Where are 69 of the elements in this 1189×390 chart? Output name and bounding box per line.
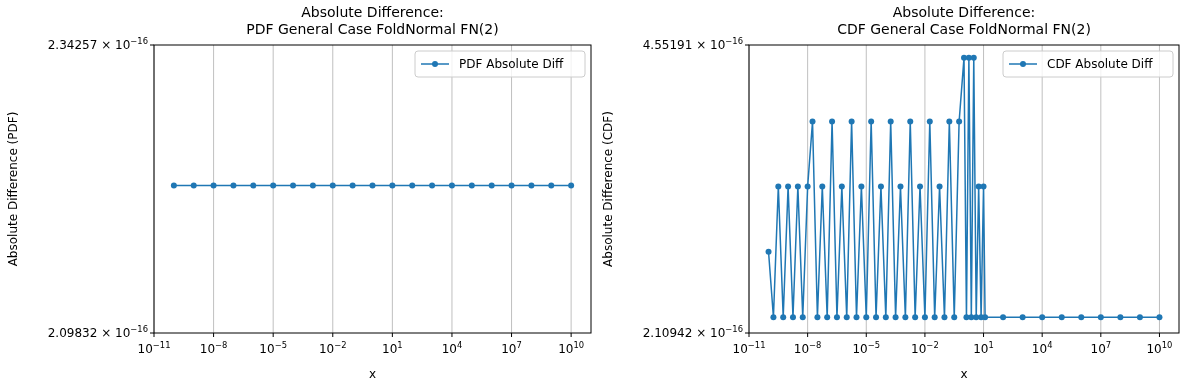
x-tick-label: 10$^{7}$ bbox=[1090, 340, 1112, 356]
point bbox=[931, 314, 938, 321]
x-tick-label: 10$^{10}$ bbox=[1146, 340, 1173, 356]
x-axis-title: x bbox=[368, 367, 377, 381]
x-tick-label: 10$^{−2}$ bbox=[318, 340, 347, 356]
point bbox=[809, 118, 816, 125]
x-tick-label: 10$^{4}$ bbox=[441, 340, 463, 356]
point bbox=[873, 314, 880, 321]
y-tick-label: 2.10942 × 10$^{−16}$ bbox=[642, 324, 743, 340]
chart-title: Absolute Difference: CDF General Case FoldNormal FN(2) bbox=[837, 4, 1091, 37]
legend-label: PDF Absolute Diff bbox=[459, 57, 565, 71]
point bbox=[897, 183, 904, 190]
point bbox=[892, 314, 899, 321]
x-tick-label: 10$^{−5}$ bbox=[259, 340, 287, 356]
point bbox=[921, 314, 928, 321]
x-tick-label: 10$^{−5}$ bbox=[852, 340, 881, 356]
x-tick-label: 10$^{−8}$ bbox=[793, 340, 822, 356]
point bbox=[824, 314, 831, 321]
point bbox=[765, 248, 772, 255]
y-axis-title: Absolute Difference (PDF) bbox=[6, 111, 20, 267]
point bbox=[770, 314, 777, 321]
point bbox=[833, 314, 840, 321]
x-tick-label: 10$^{−11}$ bbox=[137, 340, 171, 356]
point bbox=[804, 183, 811, 190]
point bbox=[877, 183, 884, 190]
point bbox=[843, 314, 850, 321]
y-tick-label: 2.09832 × 10$^{−16}$ bbox=[47, 324, 148, 340]
x-tick-label: 10$^{4}$ bbox=[1031, 340, 1053, 356]
point bbox=[848, 118, 855, 125]
point bbox=[799, 314, 806, 321]
point bbox=[819, 183, 826, 190]
point bbox=[946, 118, 953, 125]
point bbox=[887, 118, 894, 125]
point bbox=[780, 314, 787, 321]
point bbox=[868, 118, 875, 125]
point bbox=[858, 183, 865, 190]
point bbox=[926, 118, 933, 125]
x-tick-label: 10$^{7}$ bbox=[501, 340, 522, 356]
point bbox=[785, 183, 792, 190]
point bbox=[941, 314, 948, 321]
point bbox=[961, 54, 967, 61]
y-tick-label: 2.34257 × 10$^{−16}$ bbox=[47, 36, 148, 52]
point bbox=[936, 183, 943, 190]
point bbox=[902, 314, 909, 321]
point bbox=[951, 314, 958, 321]
x-tick-label: 10$^{1}$ bbox=[973, 340, 994, 356]
x-axis-title: x bbox=[960, 367, 968, 381]
x-tick-label: 10$^{−2}$ bbox=[911, 340, 939, 356]
point bbox=[814, 314, 821, 321]
point bbox=[794, 183, 801, 190]
point bbox=[917, 183, 924, 190]
y-tick-label: 4.55191 × 10$^{−16}$ bbox=[642, 36, 743, 52]
legend-label: CDF Absolute Diff bbox=[1047, 57, 1154, 71]
point bbox=[789, 314, 796, 321]
point bbox=[912, 314, 919, 321]
x-tick-label: 10$^{−11}$ bbox=[732, 340, 766, 356]
point bbox=[882, 314, 889, 321]
chart-title: Absolute Difference: PDF General Case FoldNormal FN(2) bbox=[246, 4, 499, 37]
point bbox=[863, 314, 870, 321]
point bbox=[853, 314, 860, 321]
x-tick-label: 10$^{−8}$ bbox=[199, 340, 228, 356]
x-tick-label: 10$^{1}$ bbox=[382, 340, 403, 356]
y-axis-title: Absolute Difference (CDF) bbox=[601, 111, 615, 267]
x-tick-label: 10$^{10}$ bbox=[558, 340, 585, 356]
point bbox=[775, 183, 782, 190]
point bbox=[829, 118, 836, 125]
point bbox=[956, 118, 963, 125]
point bbox=[838, 183, 845, 190]
point bbox=[907, 118, 914, 125]
